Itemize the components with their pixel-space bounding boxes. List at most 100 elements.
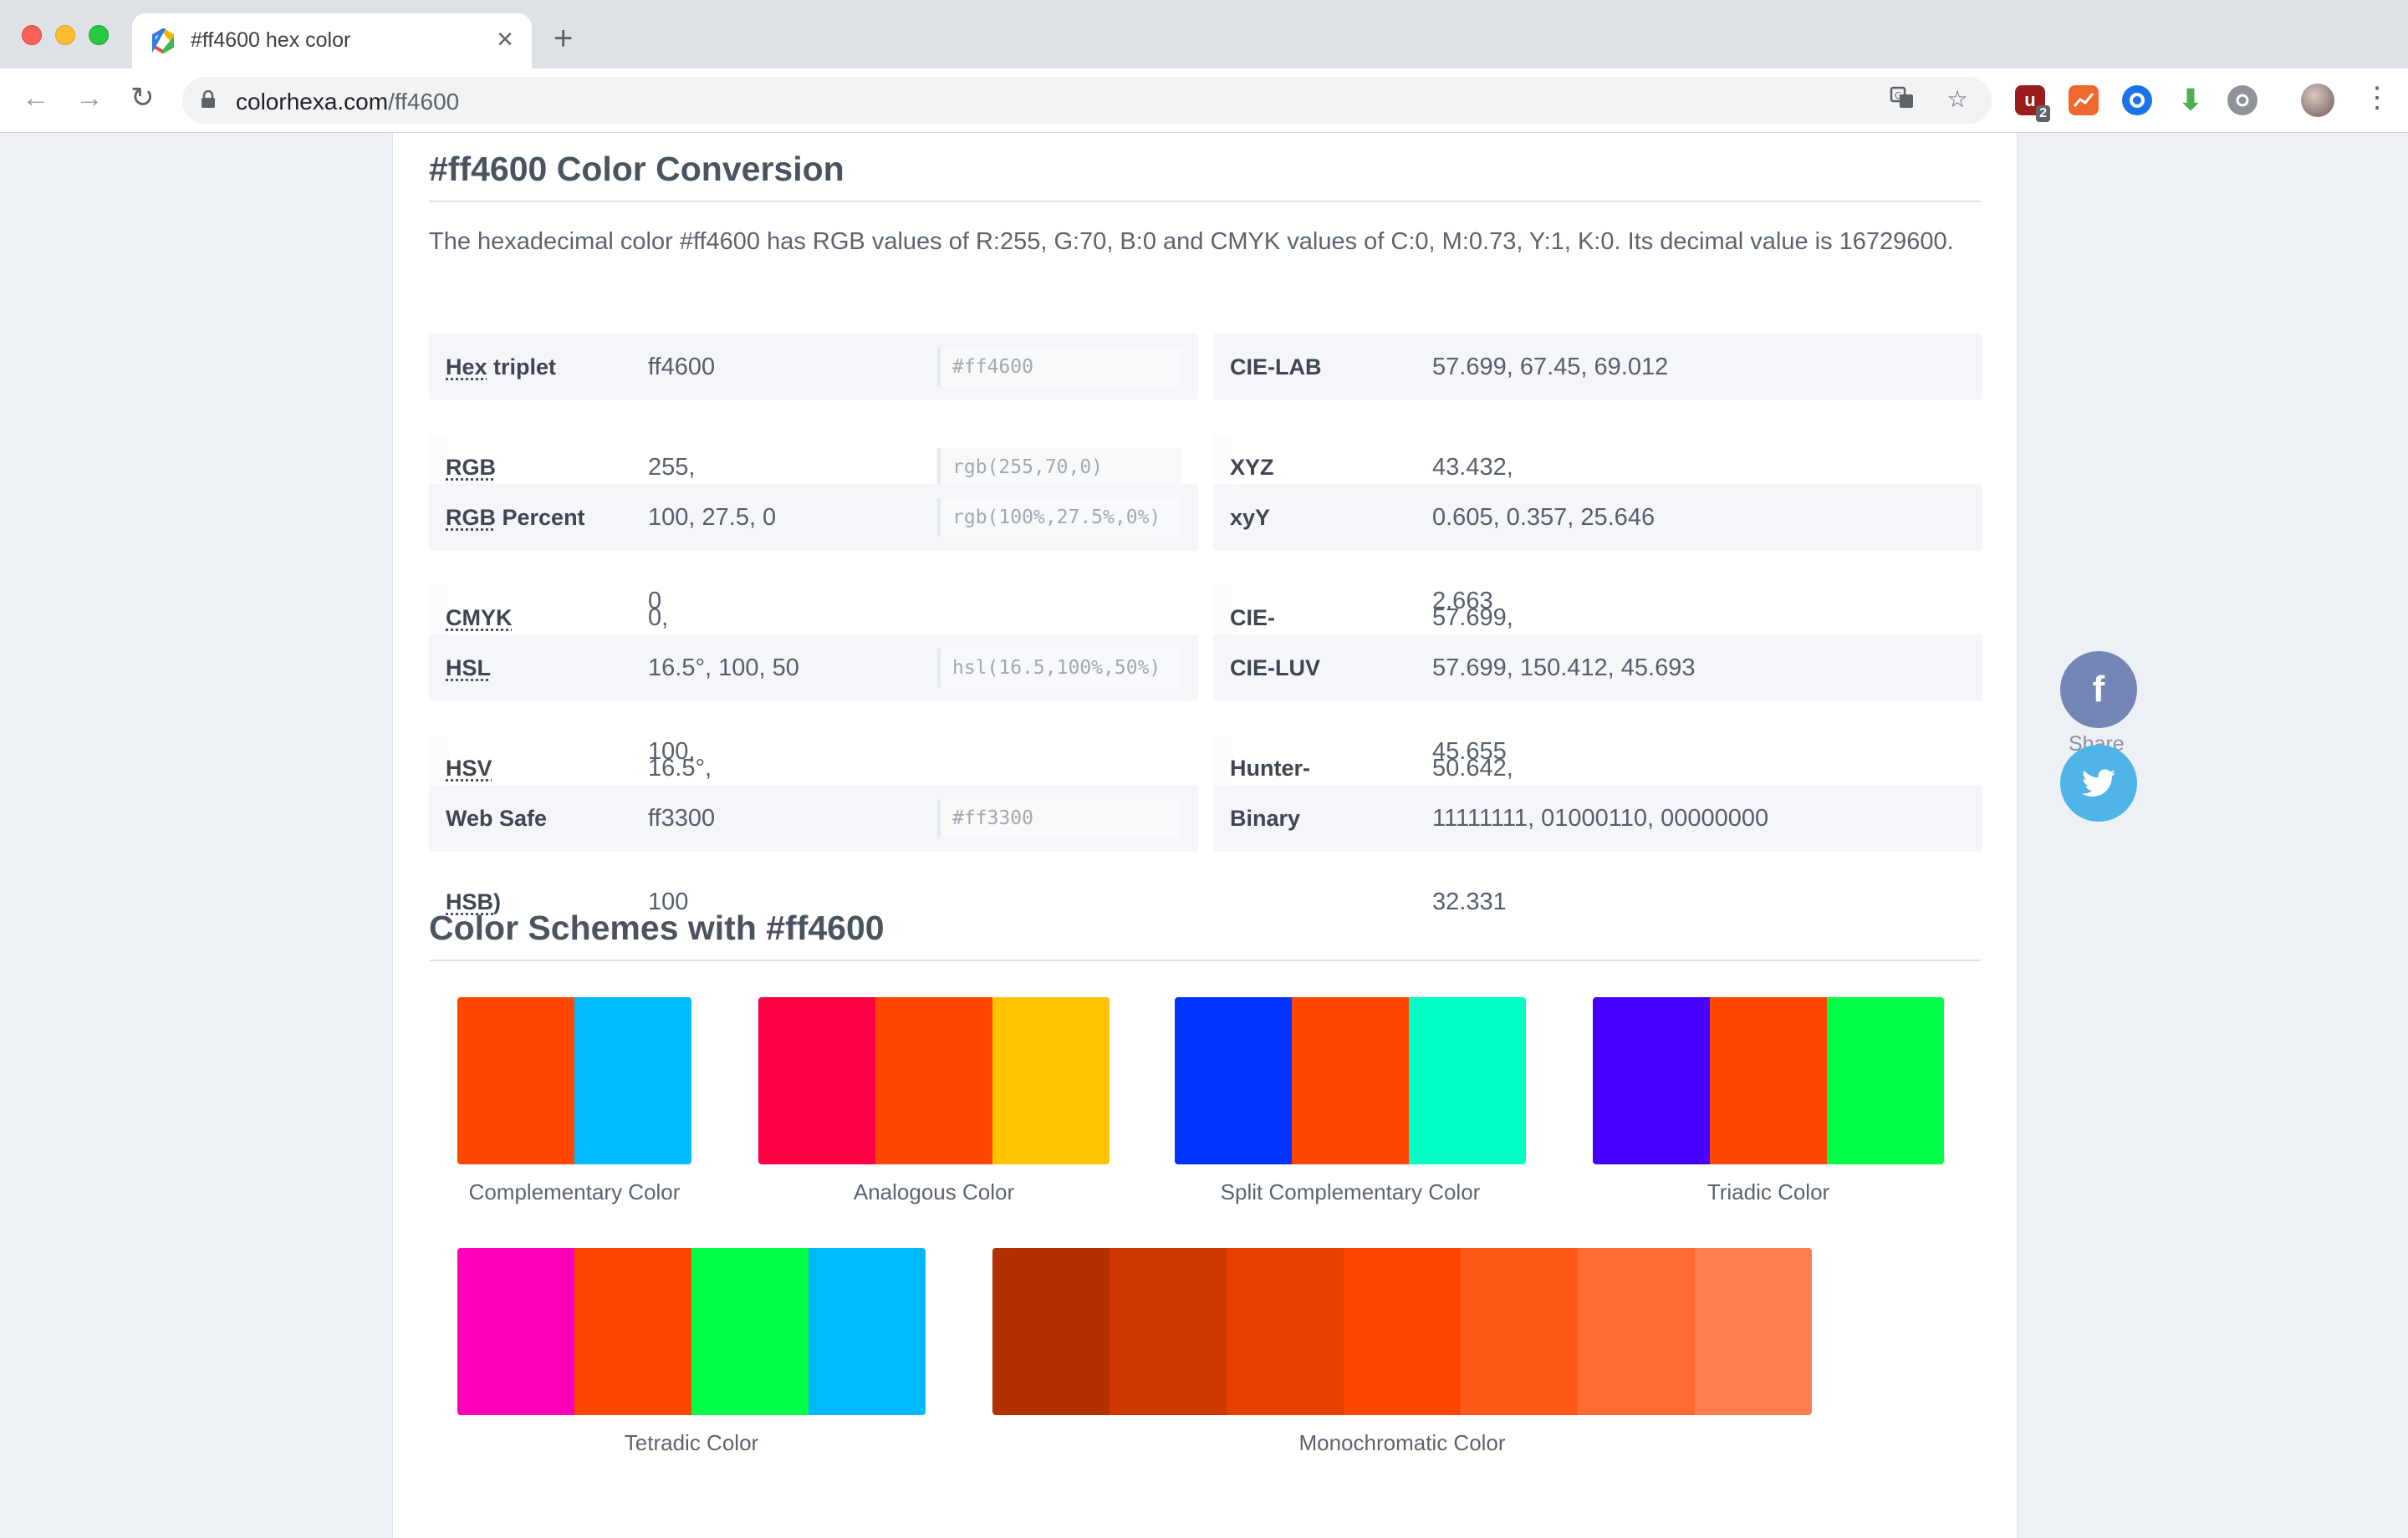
back-arrow-icon[interactable]: ← <box>22 82 50 114</box>
css-code[interactable]: hsl(16.5,100%,50%) <box>937 649 1181 687</box>
css-code[interactable]: #ff3300 <box>937 799 1181 838</box>
tab-close-icon[interactable]: × <box>497 23 513 55</box>
row-label: Hex triplet <box>446 354 557 379</box>
reload-icon[interactable]: ↻ <box>130 82 155 114</box>
svg-text:G: G <box>1895 90 1902 101</box>
color-swatch[interactable] <box>574 997 691 1164</box>
row-label: CIE-LAB <box>1230 354 1322 379</box>
label-abbr[interactable]: HSL <box>446 655 491 680</box>
label-abbr[interactable]: RGB <box>446 455 496 480</box>
row-label: HSL <box>446 634 491 701</box>
forward-arrow-icon[interactable]: → <box>75 82 104 114</box>
twitter-icon <box>2082 769 2115 797</box>
conversion-row: Binary 11111111, 01000110, 00000000 <box>1213 785 1982 852</box>
profile-avatar[interactable] <box>2301 84 2334 117</box>
facebook-share-button[interactable]: f <box>2060 651 2137 728</box>
label-abbr[interactable]: CMYK <box>446 605 513 630</box>
color-conversion-section: #ff4600 Color Conversion <box>429 150 1981 202</box>
page-background: #ff4600 Color Conversion The hexadecimal… <box>0 133 2408 1538</box>
color-swatch[interactable] <box>1175 997 1292 1164</box>
conversion-row: RGB Percent 100, 27.5, 0 rgb(100%,27.5%,0%… <box>429 484 1198 551</box>
css-code[interactable]: rgb(100%,27.5%,0%) <box>937 498 1181 537</box>
color-swatch[interactable] <box>1409 997 1526 1164</box>
browser-menu-icon[interactable]: ⋮ <box>2363 82 2391 114</box>
color-scheme-swatch[interactable] <box>758 997 1110 1164</box>
color-swatch[interactable] <box>457 1248 574 1415</box>
color-scheme-caption[interactable]: Analogous Color <box>853 1179 1015 1204</box>
address-bar[interactable]: colorhexa.com/ff4600 G ☆ <box>182 77 1992 124</box>
color-scheme-caption[interactable]: Monochromatic Color <box>1298 1430 1506 1455</box>
chart-extension-icon[interactable] <box>2069 85 2099 115</box>
css-code[interactable]: rgb(255,70,0) <box>937 448 1181 486</box>
css-code[interactable]: #ff4600 <box>937 348 1181 386</box>
color-swatch[interactable] <box>574 1248 691 1415</box>
color-schemes-section: Color Schemes with #ff4600 <box>429 909 1981 961</box>
color-swatch[interactable] <box>1710 997 1827 1164</box>
twitter-share-button[interactable] <box>2060 745 2137 822</box>
color-swatch[interactable] <box>1227 1248 1344 1415</box>
color-swatch[interactable] <box>1292 997 1409 1164</box>
color-scheme-caption[interactable]: Triadic Color <box>1707 1179 1830 1204</box>
refresh-extension-icon[interactable] <box>2122 85 2152 115</box>
tab-title: #ff4600 hex color <box>191 28 351 52</box>
color-swatch[interactable] <box>758 997 875 1164</box>
label-abbr[interactable]: Hex <box>446 354 487 379</box>
color-swatch[interactable] <box>1110 1248 1227 1415</box>
color-swatch[interactable] <box>1578 1248 1695 1415</box>
row-label: RGB Percent <box>446 505 585 530</box>
color-swatch[interactable] <box>992 1248 1110 1415</box>
row-label: CMYK <box>446 584 513 651</box>
label-abbr[interactable]: RGB <box>446 505 496 530</box>
row-value: 16.5°, 100, 50 <box>648 654 799 681</box>
lock-icon <box>202 90 215 108</box>
conversion-row: Hex triplet ff4600 #ff4600 <box>429 334 1198 400</box>
color-scheme-caption[interactable]: Complementary Color <box>468 1179 681 1204</box>
color-swatch[interactable] <box>1827 997 1944 1164</box>
color-swatch[interactable] <box>1593 997 1710 1164</box>
translate-icon[interactable]: G <box>1888 85 1916 114</box>
conversion-table-right: CIE-LAB 57.699, 67.45, 69.012 XYZ 43.432, 2… <box>1213 334 1982 915</box>
minimize-window-button[interactable] <box>55 25 75 45</box>
color-swatch[interactable] <box>1695 1248 1812 1415</box>
color-scheme-swatch[interactable] <box>457 997 691 1164</box>
row-value: 11111111, 01000110, 00000000 <box>1432 805 1769 832</box>
row-value: 57.699, 150.412, 45.693 <box>1432 654 1696 681</box>
row-label: XYZ <box>1230 455 1274 480</box>
maximize-window-button[interactable] <box>89 25 109 45</box>
section-heading-schemes: Color Schemes with #ff4600 <box>429 909 1981 961</box>
color-swatch[interactable] <box>809 1248 926 1415</box>
colorhexa-favicon-icon <box>152 28 174 53</box>
download-extension-icon[interactable]: ⬇ <box>2178 84 2203 116</box>
row-label: CIE-LUV <box>1230 655 1320 680</box>
color-scheme-swatch[interactable] <box>457 1248 926 1415</box>
color-scheme-swatch[interactable] <box>1175 997 1526 1164</box>
color-swatch[interactable] <box>992 997 1110 1164</box>
url-text[interactable]: colorhexa.com/ff4600 <box>236 89 460 115</box>
conversion-row: Web Safe ff3300 #ff3300 <box>429 785 1198 852</box>
color-swatch[interactable] <box>457 997 574 1164</box>
color-swatch[interactable] <box>691 1248 809 1415</box>
grammarly-extension-icon[interactable] <box>2227 85 2258 115</box>
conversion-row: HSL 16.5°, 100, 50 hsl(16.5,100%,50%) <box>429 634 1198 701</box>
row-value: ff4600 <box>648 354 716 380</box>
label-abbr[interactable]: HSB <box>446 889 494 914</box>
close-window-button[interactable] <box>22 25 42 45</box>
color-swatch[interactable] <box>1461 1248 1578 1415</box>
new-tab-button[interactable]: + <box>554 20 574 57</box>
color-swatch[interactable] <box>875 997 992 1164</box>
row-label: Web Safe <box>446 806 548 831</box>
color-swatch[interactable] <box>1344 1248 1461 1415</box>
browser-tab-active[interactable]: #ff4600 hex color × <box>132 13 532 69</box>
conversion-row: CIE-LAB 57.699, 67.45, 69.012 <box>1213 334 1982 400</box>
row-value: 100, 27.5, 0 <box>648 504 777 531</box>
color-scheme-swatch[interactable] <box>992 1248 1812 1415</box>
label-abbr[interactable]: HSV <box>446 756 492 781</box>
bookmark-star-icon[interactable]: ☆ <box>1946 86 1968 112</box>
color-scheme-caption[interactable]: Split Complementary Color <box>1220 1179 1481 1204</box>
color-scheme-swatch[interactable] <box>1593 997 1944 1164</box>
color-scheme-caption[interactable]: Tetradic Color <box>624 1430 759 1455</box>
